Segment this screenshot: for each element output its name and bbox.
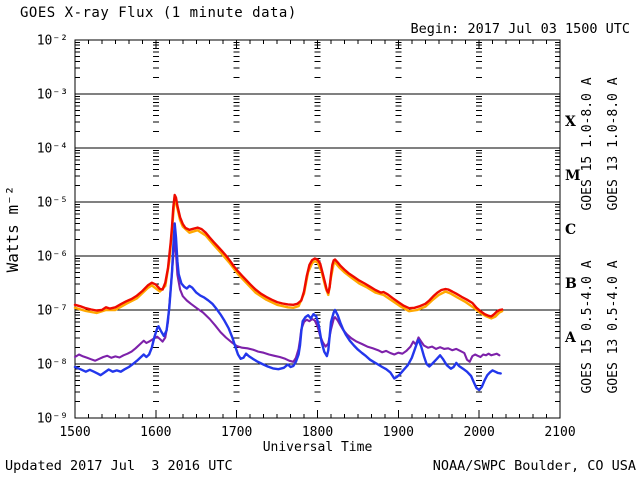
series-goes-15-0-5-4-0-a — [73, 222, 502, 392]
flare-class-labels: X M C B A — [564, 114, 581, 346]
legend-goes-15-1-0-8-0-a: GOES 15 1.0-8.0 A — [580, 77, 595, 210]
plot-frame — [74, 39, 561, 419]
series-goes-13-0-5-4-0-a — [73, 236, 501, 363]
x-tick-label: 1500 — [59, 425, 90, 440]
x-tick-label: 2000 — [464, 425, 495, 440]
chart-title: GOES X-ray Flux (1 minute data) — [20, 5, 297, 21]
legend-goes-15-0-5-4-0-a: GOES 15 0.5-4.0 A — [580, 260, 595, 393]
y-tick-label: 10⁻⁸ — [37, 358, 68, 373]
source-attribution: NOAA/SWPC Boulder, CO USA — [432, 458, 636, 474]
hour-minor-tick-columns — [152, 41, 483, 403]
legend-goes-13-0-5-4-0-a: GOES 13 0.5-4.0 A — [606, 260, 621, 393]
flare-class-a: A — [564, 330, 577, 346]
series-goes-13-1-0-8-0-a — [73, 195, 504, 320]
legend-labels: GOES 15 1.0-8.0 A GOES 13 1.0-8.0 A GOES 1… — [580, 77, 621, 393]
x-tick-label: 1700 — [221, 425, 252, 440]
x-tick-label: 1800 — [302, 425, 333, 440]
updated-timestamp: Updated 2017 Jul 3 2016 UTC — [5, 458, 233, 474]
y-tick-label: 10⁻⁵ — [37, 196, 68, 211]
y-axis-tick-labels: 10⁻² 10⁻³ 10⁻⁴ 10⁻⁵ 10⁻⁶ 10⁻⁷ 10⁻⁸ 10⁻⁹ — [37, 34, 68, 427]
x-tick-label: 1900 — [383, 425, 414, 440]
series-lines — [73, 193, 504, 392]
x-axis-title: Universal Time — [263, 440, 373, 455]
flare-class-c: C — [565, 222, 576, 238]
y-tick-label: 10⁻⁴ — [37, 142, 68, 157]
series-goes-15-1-0-8-0-a — [73, 193, 504, 318]
begin-timestamp: Begin: 2017 Jul 03 1500 UTC — [410, 21, 630, 37]
x-tick-label: 2100 — [544, 425, 575, 440]
flare-class-m: M — [565, 168, 581, 184]
y-tick-label: 10⁻³ — [37, 88, 68, 103]
x-axis-tick-labels: 1500 1600 1700 1800 1900 2000 2100 — [59, 425, 575, 440]
legend-goes-13-1-0-8-0-a: GOES 13 1.0-8.0 A — [606, 77, 621, 210]
y-axis-title: Watts m⁻² — [3, 186, 22, 273]
y-tick-label: 10⁻⁹ — [37, 412, 68, 427]
flare-class-b: B — [565, 276, 577, 292]
y-tick-label: 10⁻⁷ — [37, 304, 68, 319]
x-tick-label: 1600 — [140, 425, 171, 440]
flare-class-x: X — [565, 114, 576, 130]
y-tick-label: 10⁻⁶ — [37, 250, 68, 265]
y-tick-label: 10⁻² — [37, 34, 68, 49]
